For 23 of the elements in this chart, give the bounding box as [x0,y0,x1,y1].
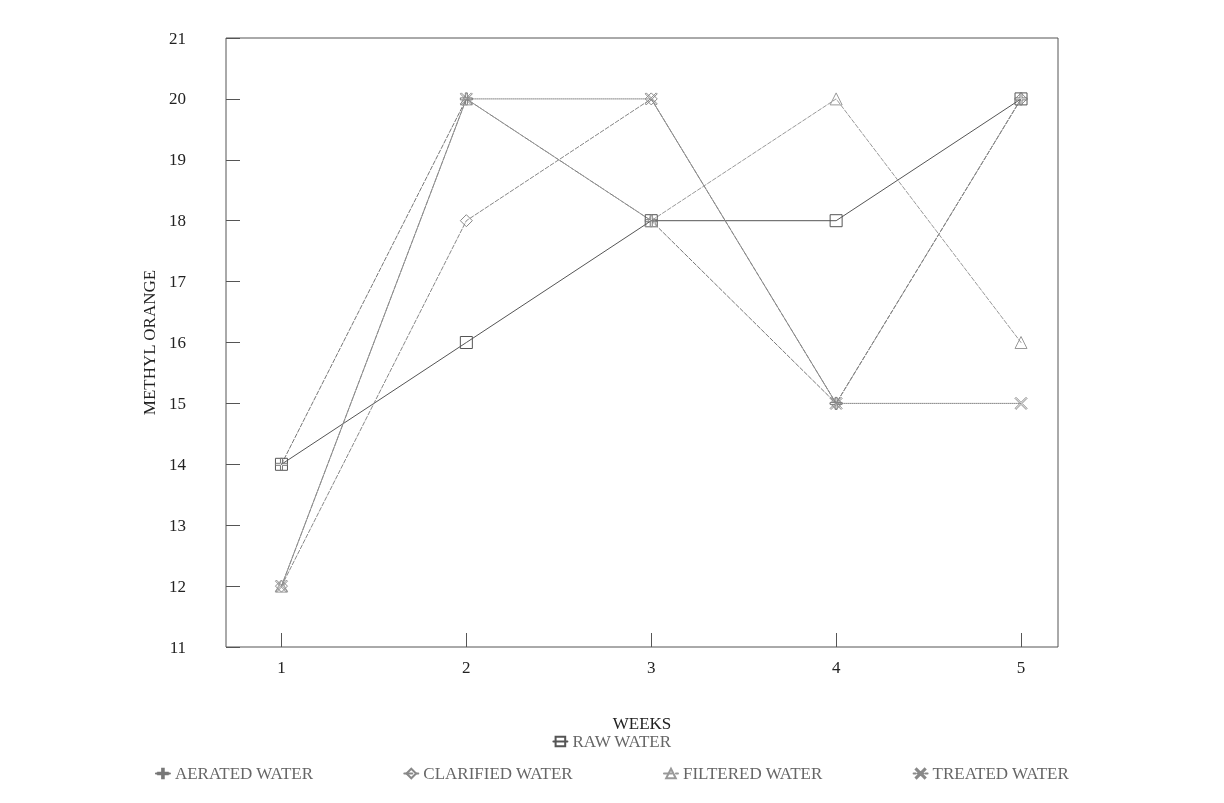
y-tick-label: 13 [169,515,186,535]
x-tick-label: 1 [277,658,286,677]
y-tick-label: 16 [169,333,186,352]
legend-label: CLARIFIED WATER [423,764,574,783]
y-axis-title: METHYL ORANGE [140,269,160,416]
y-tick-label: 17 [169,272,187,292]
y-tick-label: 11 [169,637,186,657]
x-tick-label: 5 [1016,658,1026,677]
x-tick-label: 2 [462,658,471,677]
legend-label: FILTERED WATER [682,764,823,783]
legend-label: AERATED WATER [174,764,314,783]
y-tick-label: 20 [169,89,186,109]
y-tick-label: 15 [169,393,186,413]
x-axis-title: WEEKS [612,714,672,733]
legend-label: RAW WATER [572,732,672,751]
x-tick-label: 3 [646,658,656,677]
y-tick-label: 14 [169,454,187,474]
y-tick-label: 19 [169,150,186,170]
y-tick-label: 18 [169,211,186,231]
y-tick-label: 21 [169,28,186,48]
legend-label: TREATED WATER [932,764,1070,783]
y-tick-label: 12 [169,576,186,596]
x-tick-label: 4 [831,658,841,677]
